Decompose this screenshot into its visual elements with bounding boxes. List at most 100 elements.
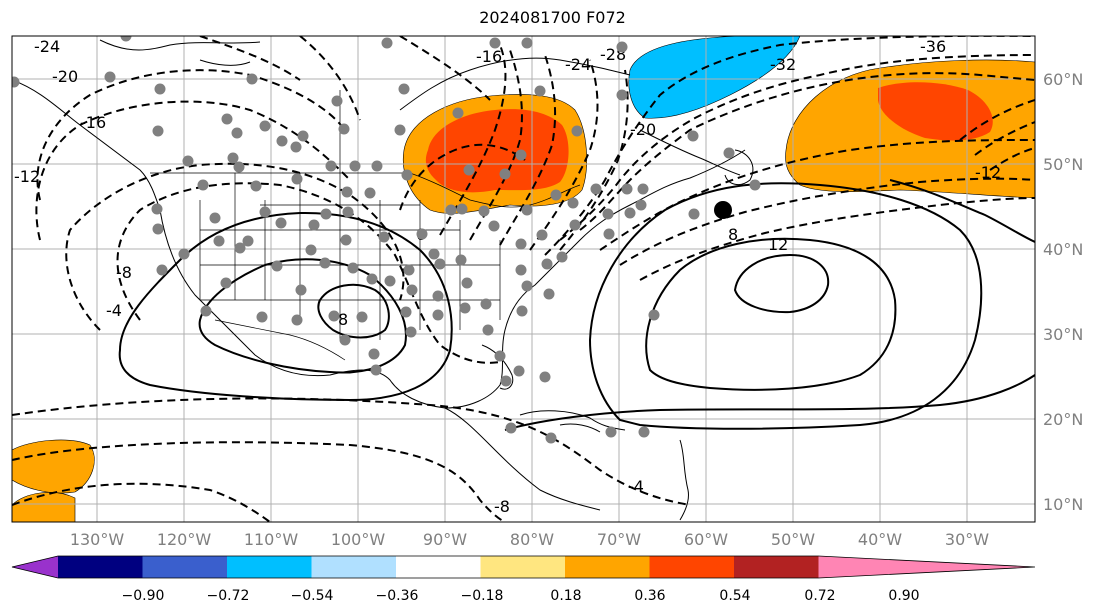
station-dot — [452, 107, 464, 119]
station-dot — [213, 235, 225, 247]
station-dot — [550, 189, 562, 201]
lon-tick: 50°W — [771, 530, 815, 549]
station-dot — [341, 186, 353, 198]
station-dot — [545, 432, 557, 444]
station-dot — [271, 260, 283, 272]
station-dot — [154, 83, 166, 95]
station-dot — [246, 73, 258, 85]
station-dot — [621, 183, 633, 195]
colorbar-segment — [58, 556, 143, 578]
colorbar-segment — [311, 556, 397, 578]
station-dot — [590, 183, 602, 195]
station-dot — [616, 89, 628, 101]
contour-label: 12 — [768, 235, 788, 254]
station-dot — [220, 277, 232, 289]
station-dot — [494, 350, 506, 362]
contour-label: -20 — [630, 120, 656, 139]
station-dot — [406, 284, 418, 296]
station-dot — [371, 160, 383, 172]
station-dot — [461, 277, 473, 289]
contour-label: -36 — [920, 37, 946, 56]
station-dot — [295, 284, 307, 296]
station-dot — [534, 85, 546, 97]
station-dot — [459, 302, 471, 314]
station-dot — [488, 220, 500, 232]
station-dot — [515, 149, 527, 161]
station-dot — [521, 280, 533, 292]
colorbar — [11, 555, 1036, 579]
station-dot — [539, 371, 551, 383]
contour-label: 8 — [728, 225, 738, 244]
lon-tick: 70°W — [597, 530, 641, 549]
colorbar-outline — [11, 555, 1036, 579]
station-dot — [398, 83, 410, 95]
station-dot — [403, 264, 415, 276]
station-dot — [221, 113, 233, 125]
station-dot — [456, 203, 468, 215]
station-dot — [516, 305, 528, 317]
colorbar-segment — [480, 556, 566, 578]
colorbar-segment — [396, 556, 481, 578]
station-dot — [749, 179, 761, 191]
station-dot — [445, 204, 457, 216]
station-dot — [349, 160, 361, 172]
station-dot — [200, 305, 212, 317]
station-dot — [340, 234, 352, 246]
colorbar-tick: 0.72 — [804, 588, 835, 604]
station-dot — [381, 37, 393, 49]
colorbar-tick: 0.18 — [550, 588, 581, 604]
station-dot — [234, 242, 246, 254]
station-dot — [12, 76, 20, 88]
colorbar-segment — [734, 556, 819, 578]
colorbar-segment — [565, 556, 650, 578]
station-dot — [536, 229, 548, 241]
station-dot — [338, 123, 350, 135]
station-dot — [325, 160, 337, 172]
colorbar-tick-labels: −0.90 −0.72 −0.54 −0.36 −0.18 0.18 0.36 … — [122, 588, 920, 604]
lon-tick: 110°W — [244, 530, 299, 549]
station-dot — [356, 311, 368, 323]
lon-tick: 90°W — [423, 530, 467, 549]
station-dot — [556, 251, 568, 263]
lon-tick: 60°W — [684, 530, 728, 549]
station-dot — [308, 219, 320, 231]
station-dot — [182, 155, 194, 167]
anomaly-region-labrador-negative — [628, 36, 801, 119]
station-dot — [434, 258, 446, 270]
station-dot — [605, 426, 617, 438]
lon-tick: 130°W — [70, 530, 125, 549]
station-dot — [543, 288, 555, 300]
lon-tick: 120°W — [157, 530, 212, 549]
lat-tick: 40°N — [1043, 240, 1083, 259]
station-dot — [364, 187, 376, 199]
station-dot — [290, 141, 302, 153]
station-dot — [688, 208, 700, 220]
station-dot — [400, 306, 412, 318]
station-dot — [567, 197, 579, 209]
anomaly-region-pacific-1 — [12, 439, 95, 494]
station-dot — [259, 206, 271, 218]
station-dot — [569, 219, 581, 231]
station-dot — [405, 326, 417, 338]
station-dot — [635, 199, 647, 211]
station-dot — [209, 212, 221, 224]
station-dot — [151, 203, 163, 215]
station-dot — [259, 120, 271, 132]
station-dot — [152, 223, 164, 235]
contour-label: -4 — [106, 301, 122, 320]
anomaly-region-great-lakes-inner — [425, 109, 569, 193]
station-dot — [233, 161, 245, 173]
chart-title: 2024081700 F072 — [479, 8, 626, 27]
station-dot — [231, 127, 243, 139]
lon-tick: 40°W — [858, 530, 902, 549]
station-dot — [521, 204, 533, 216]
map-layers: 8 12 8 -24 -20 -16 -12 -8 -4 0 -16 -24 -… — [12, 36, 1035, 522]
station-dot — [624, 207, 636, 219]
contour-label: -16 — [476, 47, 502, 66]
station-dot — [432, 309, 444, 321]
station-dot — [687, 130, 699, 142]
station-dot — [602, 208, 614, 220]
colorbar-extend-low — [12, 556, 58, 578]
station-dot — [156, 264, 168, 276]
coastlines — [12, 39, 754, 521]
